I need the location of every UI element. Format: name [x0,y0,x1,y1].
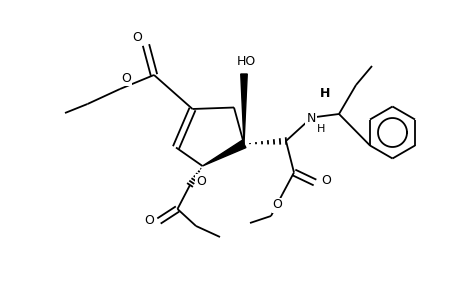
Text: N: N [306,112,315,124]
Text: H: H [319,86,330,100]
Text: O: O [121,71,131,85]
Text: O: O [144,214,154,226]
Polygon shape [240,74,247,144]
Polygon shape [202,140,246,166]
Text: H: H [316,124,325,134]
Text: O: O [132,31,142,44]
Text: HO: HO [236,55,255,68]
Text: O: O [272,199,282,212]
Text: O: O [320,173,330,187]
Text: O: O [196,175,206,188]
